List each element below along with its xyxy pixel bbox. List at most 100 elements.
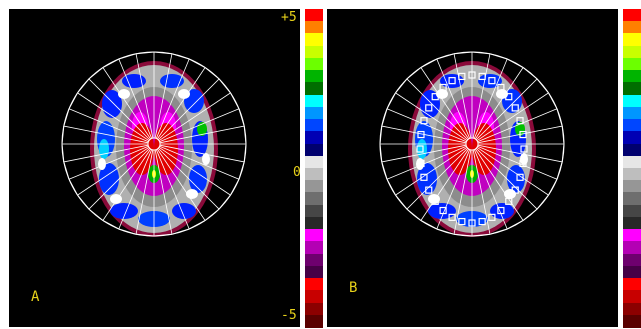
radial-grid-line <box>157 78 220 141</box>
radial-grid-line <box>63 144 149 163</box>
scale-swatch <box>623 290 641 304</box>
grid-center-circle <box>465 137 479 151</box>
scale-swatch <box>623 143 641 157</box>
scale-tick-min: -5 <box>281 308 297 323</box>
cortex-region <box>99 139 109 159</box>
scale-tick-zero: 0 <box>293 165 301 180</box>
radial-grid-line <box>159 108 240 143</box>
roi-marker <box>439 206 447 215</box>
roi-marker <box>505 93 513 101</box>
radial-grid-line <box>406 147 469 210</box>
roi-marker <box>516 173 524 181</box>
panel-label-a: A <box>31 289 40 305</box>
radial-grid-line <box>158 147 231 196</box>
roi-marker <box>519 159 527 168</box>
roi-marker <box>417 130 425 139</box>
panel-label-b: B <box>349 280 358 296</box>
scale-tick-max: +5 <box>281 10 297 25</box>
scale-swatch <box>305 82 323 96</box>
radial-grid-line <box>157 148 206 221</box>
roi-marker <box>511 104 519 112</box>
radial-grid-line <box>472 149 491 235</box>
radial-grid-line <box>436 58 471 139</box>
roi-marker <box>468 71 476 79</box>
scale-swatch <box>623 168 641 181</box>
scale-swatch <box>305 290 323 304</box>
scale-swatch <box>305 216 323 230</box>
scale-swatch <box>623 9 641 22</box>
radial-grid-line <box>395 92 468 141</box>
roi-marker <box>478 72 486 81</box>
radial-grid-line <box>472 53 491 139</box>
radial-grid-line <box>476 92 549 141</box>
scale-swatch <box>305 94 323 108</box>
radial-grid-line <box>477 144 563 163</box>
radial-grid-line <box>102 148 151 221</box>
brain-slice-panel-b: B <box>327 9 618 327</box>
brain-map-b <box>379 51 565 237</box>
cortex-region <box>118 89 130 99</box>
roi-marker <box>488 213 496 221</box>
roi-marker <box>505 197 513 205</box>
radial-grid-line <box>453 149 472 235</box>
radial-grid-line <box>88 78 151 141</box>
scale-swatch <box>305 265 323 279</box>
roi-marker <box>458 217 466 226</box>
color-scale-b <box>623 9 641 328</box>
scale-swatch <box>623 45 641 59</box>
roi-marker <box>416 145 424 153</box>
roi-marker <box>431 93 439 101</box>
scale-swatch <box>623 119 641 133</box>
scale-swatch <box>623 265 641 279</box>
scale-swatch <box>305 278 323 292</box>
scale-swatch <box>305 9 323 22</box>
roi-marker <box>425 104 433 112</box>
radial-grid-line <box>453 53 472 139</box>
cortex-region <box>110 194 122 204</box>
roi-marker <box>516 117 524 125</box>
grid-center-circle <box>147 137 161 151</box>
scale-swatch <box>623 70 641 84</box>
roi-marker <box>448 213 456 221</box>
scale-swatch <box>305 302 323 316</box>
brain-map-a <box>61 51 247 237</box>
cortex-region <box>202 153 210 165</box>
radial-grid-line <box>118 58 153 139</box>
cortex-region <box>172 203 196 219</box>
scale-swatch <box>623 192 641 206</box>
roi-marker <box>519 130 527 139</box>
cortex-region <box>496 89 508 99</box>
scale-swatch <box>305 253 323 267</box>
radial-grid-line <box>63 125 149 144</box>
scale-swatch <box>623 278 641 292</box>
radial-grid-line <box>473 149 508 230</box>
scale-swatch <box>623 229 641 243</box>
cortex-region <box>122 74 146 88</box>
radial-grid-line <box>159 125 245 144</box>
radial-grid-line <box>477 145 558 180</box>
scale-swatch <box>305 70 323 84</box>
radial-grid-line <box>477 108 558 143</box>
scale-swatch <box>623 302 641 316</box>
roi-marker <box>425 186 433 194</box>
scale-swatch <box>623 241 641 255</box>
scale-swatch <box>305 33 323 47</box>
roi-marker <box>468 219 476 227</box>
radial-grid-line <box>475 148 524 221</box>
radial-grid-line <box>473 58 508 139</box>
radial-grid-line <box>135 53 154 139</box>
scale-swatch <box>305 192 323 206</box>
scale-swatch <box>305 155 323 169</box>
radial-grid-line <box>436 149 471 230</box>
color-scale-a <box>305 9 323 328</box>
radial-grid-line <box>154 149 173 235</box>
radial-grid-line <box>420 67 469 140</box>
scale-swatch <box>623 131 641 145</box>
cortex-region <box>507 165 525 193</box>
scale-swatch <box>623 82 641 96</box>
scale-swatch <box>305 57 323 71</box>
radial-grid-line <box>420 148 469 221</box>
radial-grid-line <box>77 147 150 196</box>
scale-swatch <box>623 33 641 47</box>
scale-swatch <box>305 314 323 328</box>
